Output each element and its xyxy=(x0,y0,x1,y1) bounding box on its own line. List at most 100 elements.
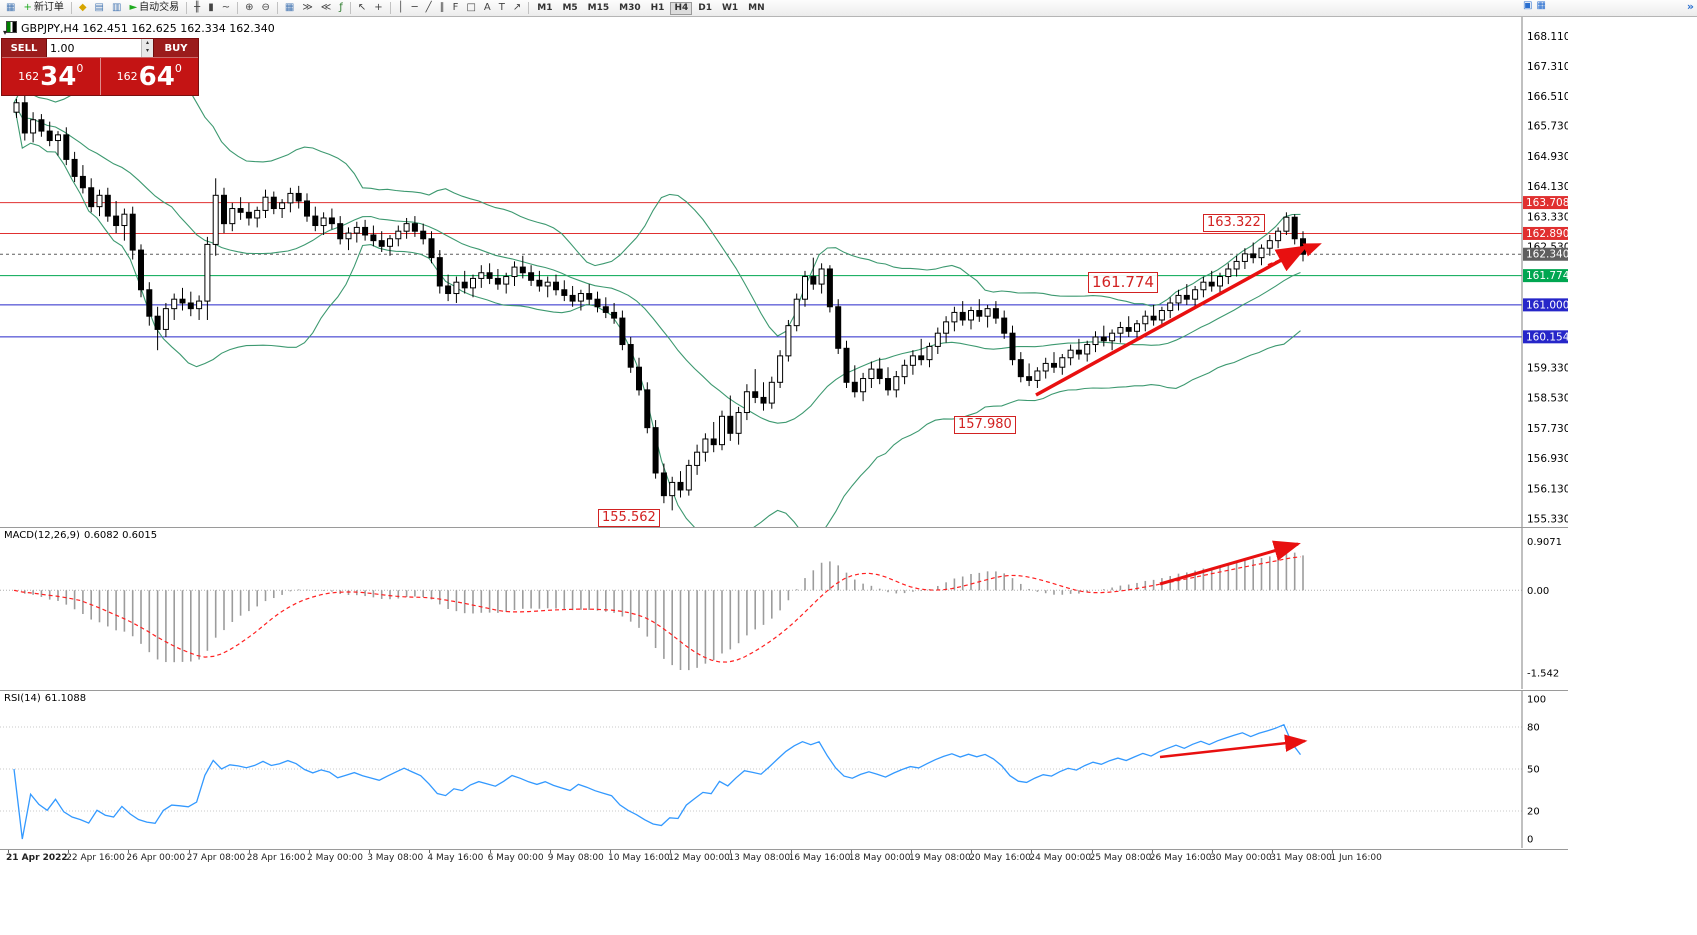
time-axis-label: 3 May 08:00 xyxy=(367,853,424,863)
arrows-tool-button[interactable]: ↗ xyxy=(510,1,524,15)
svg-text:-1.542: -1.542 xyxy=(1527,668,1559,679)
toolbar-separator xyxy=(70,2,72,14)
toolbar-separator xyxy=(237,2,239,14)
trade-panel-header-row: SELL ▴ ▾ BUY xyxy=(2,39,198,57)
svg-text:164.930: 164.930 xyxy=(1527,151,1568,163)
time-axis-label: 1 Jun 16:00 xyxy=(1330,853,1382,863)
meta-editor-button[interactable]: ▥ xyxy=(109,1,124,15)
chart-shift-button[interactable]: ≪ xyxy=(318,1,334,15)
time-axis-label: 2 May 00:00 xyxy=(307,853,363,863)
vertical-line-tool-button[interactable]: │ xyxy=(395,1,407,15)
macd-canvas[interactable]: 0.9071 0.00 -1.542 xyxy=(0,528,1568,689)
fibonacci-tool-button[interactable]: F xyxy=(450,1,462,15)
new-order-button[interactable]: + 新订单 xyxy=(20,1,66,15)
price-annotation-157.980[interactable]: 157.980 xyxy=(954,416,1016,435)
buy-price-big: 64 xyxy=(138,61,175,92)
indicators-button[interactable]: ƒ xyxy=(336,1,346,15)
time-axis-tick xyxy=(850,850,852,853)
tile-windows-button[interactable]: ▦ xyxy=(282,1,297,15)
shapes-tool-button[interactable]: □ xyxy=(463,1,478,15)
bar-chart-type-button[interactable]: ╫ xyxy=(191,1,203,15)
rsi-canvas[interactable]: 100 80 50 20 0 xyxy=(0,691,1568,848)
time-axis-tick xyxy=(549,850,551,853)
zoom-out-button[interactable]: ⊖ xyxy=(258,1,272,15)
timeframe-m5-button[interactable]: M5 xyxy=(558,2,581,15)
sell-price-button[interactable]: 162 34 0 xyxy=(2,58,101,95)
channel-tool-button[interactable]: ∥ xyxy=(437,1,448,15)
auto-scroll-button[interactable]: ≫ xyxy=(299,1,315,15)
svg-text:160.154: 160.154 xyxy=(1526,331,1568,343)
auto-scroll-icon: ≫ xyxy=(302,2,313,13)
svg-text:165.730: 165.730 xyxy=(1527,121,1568,133)
tile-windows-icon: ▦ xyxy=(284,2,295,13)
svg-text:168.110: 168.110 xyxy=(1527,31,1568,43)
macd-indicator-panel[interactable]: 0.9071 0.00 -1.542 MACD(12,26,9) 0.6082 0.6… xyxy=(0,527,1568,690)
time-axis-tick xyxy=(1091,850,1093,853)
candlestick-chart-type-button[interactable]: ▮ xyxy=(205,1,217,15)
price-annotation-161.774[interactable]: 161.774 xyxy=(1088,272,1159,293)
svg-text:0.00: 0.00 xyxy=(1527,586,1549,597)
volume-up-button[interactable]: ▴ xyxy=(145,39,149,46)
price-chart-panel[interactable]: 168.110 167.310 166.510 165.730 164.930 164.1… xyxy=(0,17,1568,528)
svg-text:162.890: 162.890 xyxy=(1526,228,1568,240)
one-click-panel-toggle[interactable]: ▾ xyxy=(3,28,8,37)
price-chart-canvas[interactable]: 168.110 167.310 166.510 165.730 164.930 164.1… xyxy=(0,17,1568,527)
text-tool-button[interactable]: A xyxy=(481,1,494,15)
line-chart-type-icon: ~ xyxy=(221,2,231,13)
timeframe-w1-button[interactable]: W1 xyxy=(718,2,742,15)
toolbar-overflow-button[interactable]: » xyxy=(1686,0,1694,13)
time-axis[interactable]: 21 Apr 2022 22 Apr 16:00 26 Apr 00:00 27 Ap… xyxy=(0,849,1568,866)
time-axis-label: 22 Apr 16:00 xyxy=(66,853,125,863)
global-variables-button[interactable]: ▤ xyxy=(92,1,107,15)
svg-text:166.510: 166.510 xyxy=(1527,91,1568,103)
buy-price-button[interactable]: 162 64 0 xyxy=(100,58,198,95)
window-layout-icon[interactable]: ▣ xyxy=(1523,0,1533,11)
zoom-out-icon: ⊖ xyxy=(261,2,270,13)
time-axis-label: 18 May 00:00 xyxy=(848,853,911,863)
timeframe-d1-button[interactable]: D1 xyxy=(694,2,716,15)
trendline-tool-button[interactable]: ╱ xyxy=(423,1,435,15)
macd-title: MACD(12,26,9) xyxy=(4,530,80,541)
price-annotation-163.322[interactable]: 163.322 xyxy=(1203,214,1265,233)
time-axis-tick xyxy=(1212,850,1213,853)
svg-text:159.330: 159.330 xyxy=(1527,362,1568,374)
window-cascade-icon[interactable]: ▦ xyxy=(1536,0,1546,11)
price-annotation-155.562[interactable]: 155.562 xyxy=(598,509,660,528)
horizontal-line-tool-button[interactable]: ─ xyxy=(409,1,421,15)
time-axis-tick xyxy=(8,850,9,853)
time-axis-label: 25 May 08:00 xyxy=(1089,853,1152,863)
svg-text:161.774: 161.774 xyxy=(1526,270,1568,282)
time-axis-label: 26 May 16:00 xyxy=(1149,853,1212,863)
trendline-tool-icon: ╱ xyxy=(425,2,432,13)
time-axis-tick xyxy=(610,850,611,853)
zoom-in-button[interactable]: ⊕ xyxy=(242,1,256,15)
time-axis-label: 6 May 00:00 xyxy=(487,853,544,863)
crosshair-tool-button[interactable]: + xyxy=(371,1,385,15)
timeframe-m1-button[interactable]: M1 xyxy=(533,2,556,15)
timeframe-m15-button[interactable]: M15 xyxy=(584,2,613,15)
line-chart-type-button[interactable]: ~ xyxy=(219,1,233,15)
timeframe-h4-button[interactable]: H4 xyxy=(670,1,693,15)
volume-input[interactable] xyxy=(47,39,141,57)
timeframe-m30-button[interactable]: M30 xyxy=(615,2,644,15)
vertical-line-tool-icon: │ xyxy=(397,2,404,13)
history-center-icon: ◆ xyxy=(78,2,87,13)
volume-down-button[interactable]: ▾ xyxy=(145,47,149,54)
crosshair-tool-icon: + xyxy=(374,2,383,13)
rsi-indicator-panel[interactable]: 100 80 50 20 0 RSI(14) 61.1088 xyxy=(0,690,1568,849)
history-center-button[interactable]: ◆ xyxy=(76,1,90,15)
time-axis-tick xyxy=(429,850,431,853)
timeframe-h1-button[interactable]: H1 xyxy=(647,2,669,15)
svg-text:0: 0 xyxy=(1527,835,1533,846)
new-chart-button[interactable]: ▦ xyxy=(3,1,18,15)
sell-button[interactable]: SELL xyxy=(2,39,46,57)
time-axis-tick xyxy=(68,850,70,853)
cursor-tool-button[interactable]: ↖ xyxy=(355,1,369,15)
buy-button[interactable]: BUY xyxy=(154,39,198,57)
timeframe-mn-button[interactable]: MN xyxy=(744,2,769,15)
horizontal-line-tool-icon: ─ xyxy=(411,2,418,13)
auto-trading-button[interactable]: ► 自动交易 xyxy=(126,1,182,15)
chart-window: 168.110 167.310 166.510 165.730 164.930 164.1… xyxy=(0,17,1568,866)
label-tool-button[interactable]: T xyxy=(496,1,508,15)
